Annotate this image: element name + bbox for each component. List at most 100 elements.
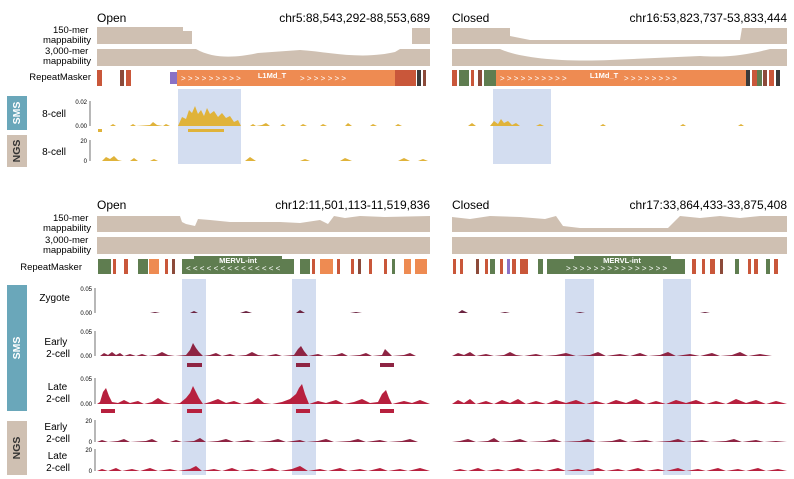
top-ngs-track-label: 8-cell: [42, 147, 66, 158]
top-left-map150-track: [97, 27, 430, 44]
top-map3000-label: 3,000-mer mappability: [43, 46, 91, 67]
bottom-left-state: Open: [97, 198, 126, 212]
highlight-region-top-left: [178, 89, 241, 164]
rm-block: [395, 70, 416, 86]
top-right-map150-track: [452, 28, 787, 44]
rm-block: [746, 70, 750, 86]
bottom-sms-tab-label: SMS: [11, 337, 23, 360]
bottom-late-ngs-label-l1: Late: [48, 451, 68, 462]
bottom-early-sms-peak-bar: [380, 363, 394, 367]
rm-block: [752, 70, 757, 86]
top-section: Open chr5:88,543,292-88,553,689 Closed c…: [7, 11, 787, 167]
rm-block: [404, 259, 411, 274]
bottom-left-repeatmasker-track: < < < < < < < < < < < < < < MERVL-int: [98, 256, 427, 274]
rm-block: [149, 259, 159, 274]
top-right-locus: chr16:53,823,737-53,833,444: [630, 11, 788, 25]
bottom-ngs-tab: [7, 421, 27, 475]
highlight-region-bottom-4: [663, 279, 691, 475]
rm-block: [769, 70, 774, 86]
bottom-left-map3000-track: [97, 237, 430, 254]
l1-chevrons: > > > > > > > >: [624, 74, 677, 83]
top-ngs-tab: [7, 135, 27, 167]
ervl-chevrons: > > > > > > > > > > > > > > >: [566, 264, 668, 273]
top-right-map3000-dip: [500, 49, 770, 61]
l1-element: [496, 70, 746, 86]
ervl-chevrons: < < < < < < < < < < < < < <: [186, 264, 281, 273]
rm-block: [484, 70, 496, 86]
bottom-late-ngs-signal-right: [452, 468, 787, 471]
top-sms-peak-bar: [188, 129, 224, 132]
top-map3000-label-l2: mappability: [43, 56, 91, 67]
top-sms-peak-bar: [98, 129, 102, 132]
rm-block: [692, 259, 696, 274]
rm-block: [417, 70, 421, 86]
rm-block: [138, 259, 148, 274]
bottom-late-sms-label-l1: Late: [48, 382, 68, 393]
bottom-early-sms-label-l1: Early: [44, 337, 67, 348]
bottom-right-state: Closed: [452, 198, 489, 212]
bottom-right-repeatmasker-track: > > > > > > > > > > > > > > > MERVL-int: [453, 256, 778, 274]
top-ngs-tick-low: 0: [84, 159, 88, 165]
bottom-early-ngs-signal-left: [97, 438, 430, 442]
bottom-early-sms-peak-bar: [187, 363, 202, 367]
rm-block: [98, 259, 111, 274]
top-right-state: Closed: [452, 11, 489, 25]
bottom-late-ngs-tick-high: 20: [85, 448, 92, 454]
rm-block: [120, 70, 124, 86]
top-left-element-name: L1Md_T: [258, 71, 287, 80]
rm-block: [748, 259, 751, 274]
rm-block: [776, 70, 780, 86]
rm-block: [320, 259, 333, 274]
rm-block: [312, 259, 315, 274]
bottom-right-map150-track: [452, 216, 787, 232]
highlight-region-top-right: [493, 89, 551, 164]
rm-block: [766, 259, 770, 274]
top-sms-tab: [7, 96, 27, 130]
bottom-late-ngs-tick-low: 0: [89, 469, 93, 475]
bottom-late-sms-label-l2: 2-cell: [46, 394, 70, 405]
top-map150-label: 150-mer mappability: [43, 25, 91, 46]
rm-block: [710, 259, 715, 274]
bottom-early-ngs-tick-low: 0: [89, 440, 93, 446]
highlight-region-bottom-2: [292, 279, 316, 475]
rm-block: [478, 70, 482, 86]
top-sms-tick-low: 0.00: [75, 124, 87, 130]
bottom-map3000-label-l1: 3,000-mer: [45, 235, 88, 246]
rm-block: [415, 259, 427, 274]
bottom-right-locus: chr17:33,864,433-33,875,408: [630, 198, 788, 212]
bottom-late-sms-tick-low: 0.00: [80, 402, 92, 408]
top-sms-signal-left: [97, 106, 430, 126]
bottom-late-sms-tick-high: 0.05: [80, 377, 92, 383]
top-sms-tick-high: 0.02: [75, 100, 87, 106]
bottom-ngs-tab-label: NGS: [11, 437, 23, 460]
rm-block: [126, 70, 131, 86]
l1-chevrons: > > > > > > >: [300, 74, 346, 83]
top-map3000-label-l1: 3,000-mer: [45, 46, 88, 57]
bottom-zygote-tick-high: 0.05: [80, 287, 92, 293]
bottom-zygote-signal-left: [97, 310, 430, 313]
bottom-late-sms-peak-bar: [101, 409, 115, 413]
top-ngs-tick-high: 20: [80, 139, 87, 145]
bottom-map150-label: 150-mer mappability: [43, 213, 91, 234]
bottom-early-ngs-signal-right: [452, 438, 787, 442]
ervl-element-center: [194, 256, 282, 264]
bottom-early-sms-peak-bar: [296, 363, 310, 367]
rm-block: [490, 259, 495, 274]
top-left-state: Open: [97, 11, 126, 25]
bottom-early-ngs-tick-high: 20: [85, 419, 92, 425]
bottom-late-sms-peak-bar: [380, 409, 394, 413]
rm-block: [170, 72, 177, 84]
bottom-early-sms-label-l2: 2-cell: [46, 349, 70, 360]
bottom-late-sms-peak-bar: [296, 409, 310, 413]
rm-block: [97, 70, 102, 86]
l1-element: [177, 70, 395, 86]
top-repeatmasker-label: RepeatMasker: [29, 72, 91, 83]
l1-chevrons: > > > > > > > > > >: [500, 74, 567, 83]
bottom-early-sms-signal-right: [452, 352, 787, 356]
rm-block: [165, 259, 168, 274]
rm-block: [774, 259, 778, 274]
rm-block: [392, 259, 395, 274]
rm-block: [459, 70, 469, 86]
bottom-sms-tab: [7, 285, 27, 411]
bottom-map3000-label-l2: mappability: [43, 245, 91, 256]
